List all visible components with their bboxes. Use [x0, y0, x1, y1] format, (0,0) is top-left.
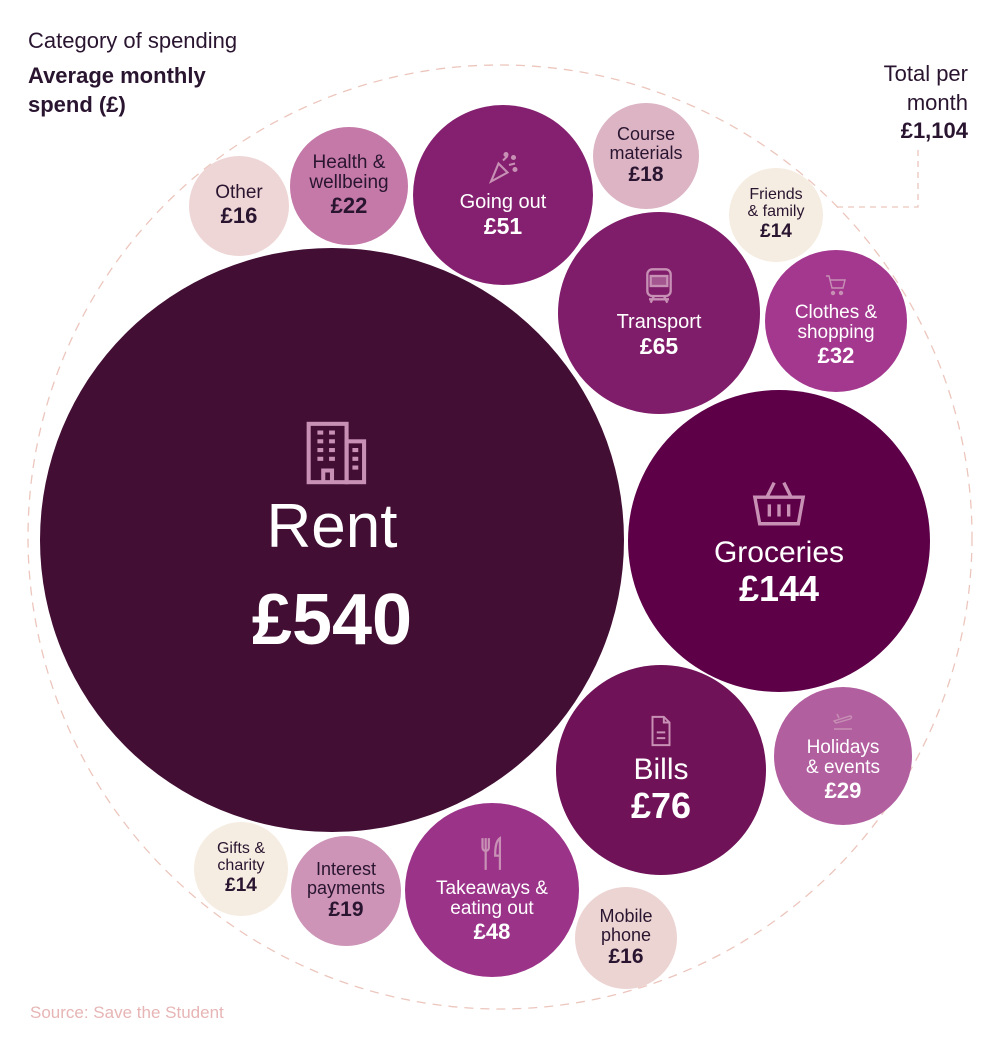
bubble-value: £32 — [817, 343, 855, 369]
basket-icon — [752, 481, 806, 525]
building-icon — [306, 421, 367, 485]
bubble-health-wellbeing: Health & wellbeing £22 — [290, 127, 408, 245]
bubble-label: Gifts & charity — [216, 840, 265, 875]
total-leader-line — [836, 150, 919, 208]
bubble-label: Holidays & events — [806, 737, 880, 779]
bubble-value: £29 — [824, 778, 862, 804]
total-label: Total per month — [883, 61, 968, 115]
bubble-label: Clothes & shopping — [794, 302, 878, 344]
bubble-label: Going out — [459, 191, 547, 214]
bubble-value: £16 — [220, 203, 258, 229]
bubble-mobile-phone: Mobile phone £16 — [575, 887, 677, 989]
bubble-value: £16 — [608, 944, 644, 968]
bubble-value: £65 — [639, 333, 679, 360]
bubble-other: Other £16 — [189, 156, 289, 256]
bubble-friends-family: Friends & family £14 — [729, 168, 823, 262]
bubble-label: Other — [215, 182, 263, 204]
outer-dashed-circle — [27, 64, 973, 1010]
bubble-value: £14 — [760, 220, 792, 242]
document-icon — [651, 715, 671, 746]
bubble-value: £48 — [473, 919, 511, 945]
bubble-value: £14 — [225, 874, 257, 896]
bubble-value: £51 — [483, 213, 523, 240]
chart-subtitle: Category of spending — [28, 28, 238, 53]
bubble-groceries: Groceries £144 — [628, 390, 930, 692]
bubble-label: Course materials — [609, 124, 683, 163]
bubble-label: Friends & family — [747, 186, 805, 221]
source-note: Source: Save the Student — [30, 1003, 224, 1022]
bubble-value: £76 — [630, 785, 692, 827]
bubble-bills: Bills £76 — [556, 665, 766, 875]
fork-knife-icon — [481, 836, 502, 871]
bubble-gifts-charity: Gifts & charity £14 — [194, 822, 288, 916]
bubble-value: £19 — [328, 897, 364, 921]
bubble-label: Takeaways & eating out — [436, 878, 548, 920]
bubble-label: Rent — [266, 492, 398, 562]
bubble-going-out: Going out £51 — [413, 105, 593, 285]
bubble-label: Transport — [616, 311, 702, 334]
chart-title: Average monthly spend (£) — [28, 63, 206, 117]
bubble-interest-payments: Interest payments £19 — [291, 836, 401, 946]
bubble-course-materials: Course materials £18 — [593, 103, 699, 209]
bubble-value: £144 — [738, 568, 820, 610]
bubble-label: Interest payments — [306, 859, 386, 898]
bubble-rent: Rent £540 — [40, 248, 624, 832]
party-popper-icon — [488, 152, 518, 185]
bubble-label: Bills — [633, 752, 689, 786]
bubble-holidays-events: Holidays & events £29 — [774, 687, 912, 825]
bubble-label: Groceries — [713, 535, 845, 569]
bubble-transport: Transport £65 — [558, 212, 760, 414]
bubble-label: Mobile phone — [599, 906, 653, 945]
bubble-clothes-shopping: Clothes & shopping £32 — [765, 250, 907, 392]
total-value: £1,104 — [900, 118, 968, 143]
bubble-value: £540 — [251, 580, 413, 661]
plane-icon — [832, 714, 853, 731]
cart-icon — [826, 275, 846, 296]
bubble-takeaways-eating-out: Takeaways & eating out £48 — [405, 803, 579, 977]
bubble-value: £22 — [330, 193, 368, 219]
bubble-label: Health & wellbeing — [309, 152, 389, 194]
bubble-value: £18 — [628, 162, 664, 186]
train-icon — [646, 268, 672, 304]
